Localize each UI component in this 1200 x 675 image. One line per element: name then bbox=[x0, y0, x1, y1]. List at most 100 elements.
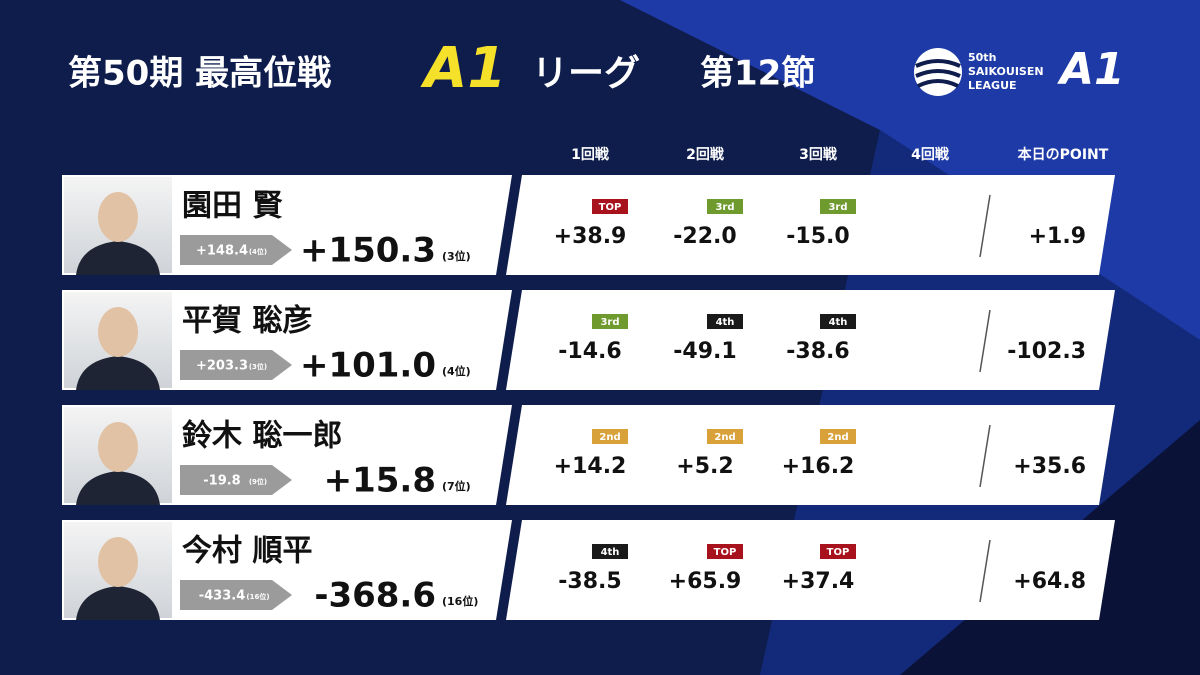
result-card bbox=[506, 290, 1115, 390]
day-point: +35.6 bbox=[1013, 454, 1086, 479]
game-score: +5.2 bbox=[676, 454, 733, 479]
column-header: 本日のPOINT bbox=[1018, 146, 1109, 163]
photo-silhouette bbox=[98, 537, 138, 587]
section: 第12節 bbox=[700, 54, 815, 94]
player-card bbox=[62, 520, 512, 620]
rank-badge-label: 4th bbox=[829, 317, 848, 328]
player-name: 今村 順平 bbox=[182, 534, 312, 569]
rank-badge bbox=[707, 544, 743, 559]
rank-badge-label: 4th bbox=[716, 317, 735, 328]
logo-text: SAIKOUISEN bbox=[968, 65, 1044, 78]
previous-rank: (9位) bbox=[249, 477, 267, 486]
previous-box bbox=[180, 235, 292, 265]
photo-silhouette bbox=[76, 586, 160, 620]
total-score: +150.3 bbox=[300, 231, 436, 271]
previous-rank: (4位) bbox=[249, 247, 267, 256]
title-league: A1 bbox=[420, 36, 506, 101]
player-card bbox=[62, 290, 512, 390]
column-header: 3回戦 bbox=[799, 146, 838, 163]
photo-silhouette bbox=[76, 356, 160, 390]
rank-badge-label: 3rd bbox=[600, 317, 619, 328]
rank-badge bbox=[592, 429, 628, 444]
rank-badge bbox=[592, 544, 628, 559]
game-score: -49.1 bbox=[673, 339, 736, 364]
previous-score: -433.4 bbox=[199, 589, 246, 604]
rank-badge-label: 3rd bbox=[715, 202, 734, 213]
slash bbox=[979, 539, 991, 603]
slash bbox=[979, 309, 991, 373]
rank-badge bbox=[707, 314, 743, 329]
rank-badge bbox=[707, 199, 743, 214]
rank-badge bbox=[592, 199, 628, 214]
rank-badge-label: 4th bbox=[601, 547, 620, 558]
slash bbox=[979, 194, 991, 258]
game-score: +16.2 bbox=[782, 454, 855, 479]
rank-badge-label: TOP bbox=[599, 202, 622, 213]
rank-badge bbox=[707, 429, 743, 444]
slash bbox=[979, 424, 991, 488]
game-score: -38.6 bbox=[786, 339, 849, 364]
logo-text: 50th bbox=[968, 51, 996, 64]
rank-badge-label: TOP bbox=[827, 547, 850, 558]
total-rank: (3位) bbox=[442, 249, 471, 263]
photo-silhouette bbox=[98, 422, 138, 472]
previous-score: +148.4 bbox=[196, 244, 248, 259]
previous-rank: (3位) bbox=[249, 362, 267, 371]
rank-badge bbox=[592, 314, 628, 329]
rank-badge bbox=[820, 199, 856, 214]
logo-mark: A1 bbox=[1057, 44, 1125, 95]
rank-badge bbox=[820, 314, 856, 329]
game-score: -14.6 bbox=[558, 339, 621, 364]
logo-text: LEAGUE bbox=[968, 79, 1017, 92]
player-card bbox=[62, 405, 512, 505]
day-point: +64.8 bbox=[1013, 569, 1086, 594]
total-score: +15.8 bbox=[324, 461, 436, 501]
column-header: 1回戦 bbox=[571, 146, 610, 163]
game-score: +37.4 bbox=[782, 569, 855, 594]
rank-badge bbox=[820, 544, 856, 559]
previous-score: -19.8 bbox=[203, 474, 240, 489]
photo-silhouette bbox=[76, 471, 160, 505]
previous-score: +203.3 bbox=[196, 359, 248, 374]
rank-badge-label: 2nd bbox=[599, 432, 620, 443]
previous-box bbox=[180, 350, 292, 380]
game-score: +14.2 bbox=[554, 454, 627, 479]
previous-box bbox=[180, 580, 292, 610]
game-score: +65.9 bbox=[669, 569, 742, 594]
total-rank: (4位) bbox=[442, 364, 471, 378]
player-name: 園田 賢 bbox=[182, 189, 283, 224]
total-rank: (7位) bbox=[442, 479, 471, 493]
photo-silhouette bbox=[76, 241, 160, 275]
background-accent bbox=[620, 0, 1200, 340]
title: 第50期 最高位戦 bbox=[68, 54, 331, 94]
day-point: -102.3 bbox=[1007, 339, 1086, 364]
title-suffix: リーグ bbox=[532, 53, 640, 94]
game-score: -22.0 bbox=[673, 224, 736, 249]
result-card bbox=[506, 405, 1115, 505]
player-name: 鈴木 聡一郎 bbox=[182, 419, 342, 454]
total-score: +101.0 bbox=[300, 346, 436, 386]
total-rank: (16位) bbox=[442, 594, 478, 608]
previous-box bbox=[180, 465, 292, 495]
rank-badge-label: 2nd bbox=[714, 432, 735, 443]
column-header: 2回戦 bbox=[686, 146, 725, 163]
rank-badge-label: TOP bbox=[714, 547, 737, 558]
day-point: +1.9 bbox=[1029, 224, 1086, 249]
game-score: +38.9 bbox=[554, 224, 627, 249]
photo-silhouette bbox=[98, 307, 138, 357]
rank-badge bbox=[820, 429, 856, 444]
previous-rank: (16位) bbox=[246, 592, 269, 601]
game-score: -15.0 bbox=[786, 224, 849, 249]
column-header: 4回戦 bbox=[911, 146, 950, 163]
logo-emblem-lines bbox=[915, 59, 961, 88]
result-card bbox=[506, 520, 1115, 620]
game-score: -38.5 bbox=[558, 569, 621, 594]
player-card bbox=[62, 175, 512, 275]
player-name: 平賀 聡彦 bbox=[182, 304, 312, 339]
total-score: -368.6 bbox=[314, 576, 436, 616]
result-card bbox=[506, 175, 1115, 275]
photo-silhouette bbox=[98, 192, 138, 242]
rank-badge-label: 2nd bbox=[827, 432, 848, 443]
